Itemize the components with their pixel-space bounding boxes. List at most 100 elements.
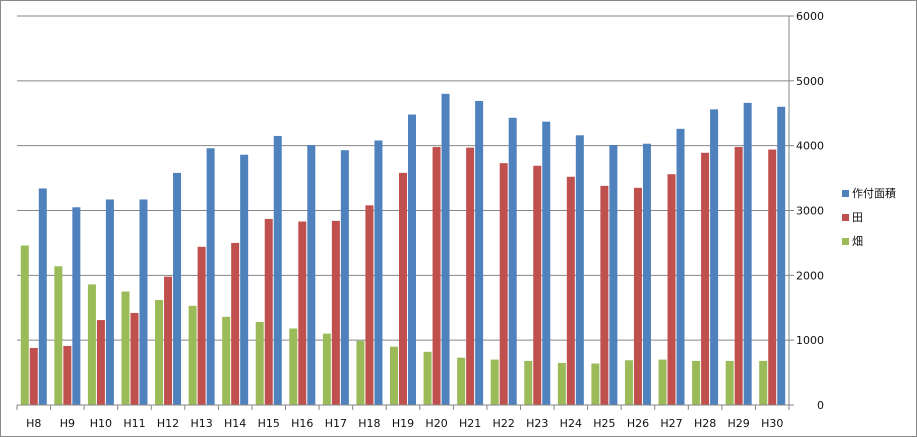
bar	[231, 242, 240, 405]
bar	[197, 246, 206, 405]
bar	[63, 346, 72, 405]
bar	[734, 146, 743, 406]
bar	[155, 299, 164, 405]
bar	[457, 357, 466, 405]
x-tick-label: H10	[90, 417, 112, 430]
bar	[600, 185, 609, 405]
bar	[72, 207, 81, 405]
bar	[575, 135, 584, 405]
bar	[289, 328, 298, 405]
bar	[759, 360, 768, 405]
y-tick-label: 2000	[796, 269, 824, 282]
bar	[164, 276, 173, 405]
bar	[710, 109, 719, 406]
bar	[105, 199, 114, 405]
bar	[298, 221, 307, 405]
legend-label: 畑	[852, 235, 863, 248]
bar	[206, 148, 215, 405]
x-tick-label: H26	[627, 417, 649, 430]
x-tick-label: H17	[325, 417, 347, 430]
x-tick-label: H22	[493, 417, 515, 430]
legend-label: 田	[852, 211, 863, 224]
x-tick-label: H15	[258, 417, 280, 430]
bar	[701, 152, 710, 405]
bar	[307, 145, 316, 406]
bar	[408, 114, 416, 406]
x-tick-label: H23	[526, 417, 548, 430]
y-tick-label: 0	[817, 399, 824, 412]
bar	[255, 322, 264, 405]
x-tick-label: H28	[694, 417, 716, 430]
bar	[121, 291, 130, 405]
x-tick-label: H24	[560, 417, 582, 430]
x-tick-label: H12	[157, 417, 179, 430]
bar	[624, 360, 633, 405]
bar	[676, 128, 685, 405]
x-tick-label: H20	[425, 417, 447, 430]
bar	[399, 172, 407, 405]
y-tick-label: 5000	[796, 75, 824, 88]
x-tick-label: H8	[26, 417, 41, 430]
bar	[173, 172, 182, 405]
bar	[38, 188, 47, 405]
bar	[29, 347, 38, 405]
bar	[533, 165, 542, 405]
bar	[609, 145, 618, 406]
y-tick-label: 3000	[796, 205, 824, 218]
x-tick-label: H9	[60, 417, 75, 430]
bar	[499, 163, 508, 405]
bar	[130, 312, 139, 405]
x-tick-label: H30	[761, 417, 783, 430]
y-tick-labels: 0 1000 2000 3000 4000 5000 6000	[796, 10, 824, 412]
bar	[188, 305, 197, 405]
bar	[524, 360, 533, 405]
axes	[17, 16, 790, 406]
x-tick-label: H29	[728, 417, 750, 430]
bar	[432, 146, 441, 406]
bar	[777, 106, 786, 406]
bar	[667, 174, 676, 405]
bar	[466, 147, 475, 405]
bar	[340, 150, 349, 405]
bar	[566, 176, 575, 405]
bar	[139, 199, 148, 405]
bar	[222, 316, 231, 405]
bar	[768, 149, 777, 405]
bar	[743, 102, 752, 406]
legend-label: 作付面積	[852, 186, 896, 200]
bar	[273, 135, 282, 406]
bar	[356, 340, 365, 405]
bar	[475, 100, 484, 405]
bar	[490, 359, 499, 405]
bar	[591, 363, 600, 405]
x-tick-label: H18	[358, 417, 380, 430]
bar	[264, 218, 273, 405]
x-tick-label: H21	[459, 417, 481, 430]
y-tick-label: 4000	[796, 140, 824, 153]
bar	[658, 359, 667, 405]
bar	[96, 320, 105, 405]
bar	[54, 266, 63, 405]
x-tick-labels: H8 H9 H10 H11 H12 H13 H14 H15 H16 H17 H18 H19 H20 H21…	[16, 405, 790, 430]
y-tick-label: 6000	[796, 10, 824, 23]
legend-swatch	[842, 214, 849, 221]
x-tick-label: H27	[660, 417, 682, 430]
bar	[87, 284, 96, 405]
bar	[633, 187, 642, 405]
bars	[20, 93, 786, 406]
bar	[557, 362, 566, 405]
bar	[423, 351, 432, 405]
x-tick-label: H11	[123, 417, 145, 430]
bar	[331, 220, 340, 405]
bar	[365, 205, 374, 405]
bar	[240, 154, 249, 405]
legend-swatch	[842, 190, 849, 197]
bar	[322, 333, 331, 405]
bar	[390, 346, 398, 405]
bar	[508, 117, 517, 405]
x-tick-label: H13	[190, 417, 212, 430]
y-tick-label: 1000	[796, 334, 824, 347]
x-tick-label: H14	[224, 417, 246, 430]
